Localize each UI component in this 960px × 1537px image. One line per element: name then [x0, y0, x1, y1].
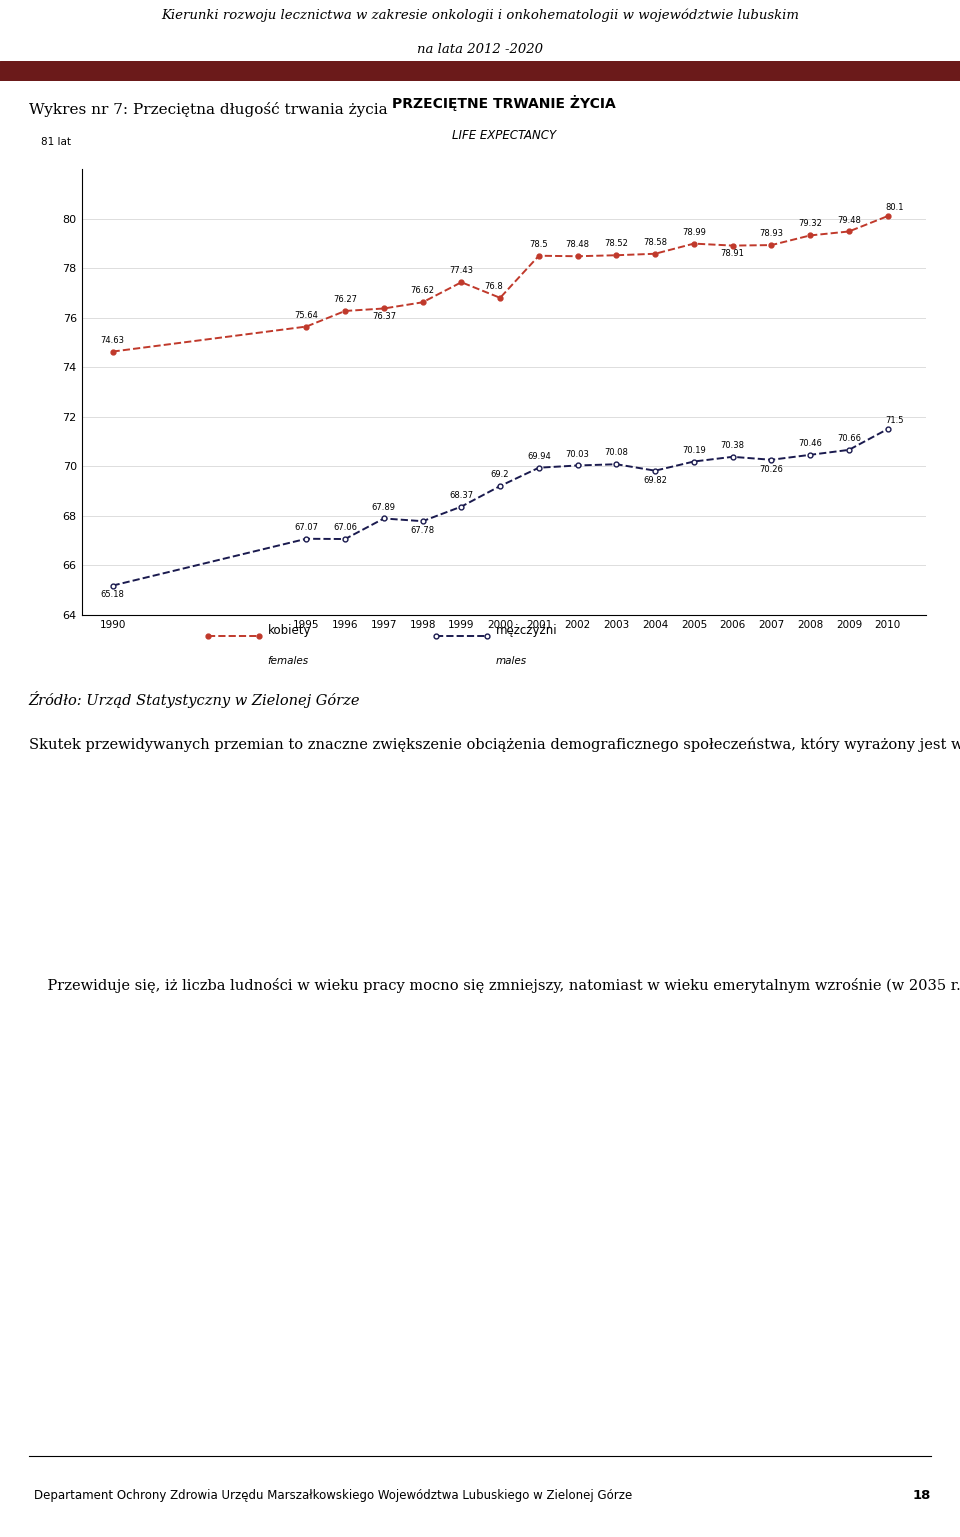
Text: 76.37: 76.37	[372, 312, 396, 321]
Text: 76.27: 76.27	[333, 295, 357, 304]
Text: females: females	[268, 656, 308, 666]
Text: 70.08: 70.08	[605, 449, 628, 458]
Text: 70.46: 70.46	[798, 440, 822, 447]
Text: 67.06: 67.06	[333, 523, 357, 532]
Text: 71.5: 71.5	[885, 417, 904, 424]
Text: 77.43: 77.43	[449, 266, 473, 275]
Text: Wykres nr 7: Przeciętna długość trwania życia: Wykres nr 7: Przeciętna długość trwania …	[29, 103, 388, 117]
Text: 70.26: 70.26	[759, 464, 783, 473]
Text: 78.48: 78.48	[565, 240, 589, 249]
Text: Kierunki rozwoju lecznictwa w zakresie onkologii i onkohematologii w województwi: Kierunki rozwoju lecznictwa w zakresie o…	[161, 9, 799, 22]
Text: 80.1: 80.1	[885, 203, 904, 212]
Text: 67.78: 67.78	[411, 526, 435, 535]
Text: males: males	[495, 656, 527, 666]
Text: 78.91: 78.91	[721, 249, 745, 258]
Text: 68.37: 68.37	[449, 490, 473, 500]
Text: 78.99: 78.99	[682, 227, 706, 237]
Text: mężczyźni: mężczyźni	[495, 624, 557, 636]
Text: 69.2: 69.2	[491, 470, 510, 480]
Text: na lata 2012 -2020: na lata 2012 -2020	[417, 43, 543, 55]
Text: 67.89: 67.89	[372, 503, 396, 512]
Text: 70.19: 70.19	[682, 446, 706, 455]
Text: 67.07: 67.07	[295, 523, 319, 532]
Text: 78.5: 78.5	[530, 240, 548, 249]
Text: 70.66: 70.66	[837, 433, 861, 443]
Text: Źródło: Urząd Statystyczny w Zielonej Górze: Źródło: Urząd Statystyczny w Zielonej Gó…	[29, 690, 360, 709]
Text: 69.94: 69.94	[527, 452, 551, 461]
Text: 79.48: 79.48	[837, 215, 861, 224]
Text: 81 lat: 81 lat	[41, 137, 71, 148]
Text: 78.58: 78.58	[643, 238, 667, 247]
Text: Skutek przewidywanych przemian to znaczne zwiększenie obciążenia demograficznego: Skutek przewidywanych przemian to znaczn…	[29, 738, 960, 752]
Text: 76.8: 76.8	[484, 281, 502, 290]
Text: 78.93: 78.93	[759, 229, 783, 238]
Text: 76.62: 76.62	[411, 286, 435, 295]
Text: 18: 18	[913, 1489, 931, 1502]
Text: kobiety: kobiety	[268, 624, 311, 636]
Text: LIFE EXPECTANCY: LIFE EXPECTANCY	[452, 129, 556, 143]
Text: 65.18: 65.18	[101, 590, 125, 599]
Text: 78.52: 78.52	[605, 240, 628, 249]
Text: PRZECIĘTNE TRWANIE ŻYCIA: PRZECIĘTNE TRWANIE ŻYCIA	[392, 95, 616, 111]
Text: Przewiduje się, iż liczba ludności w wieku pracy mocno się zmniejszy, natomiast : Przewiduje się, iż liczba ludności w wie…	[29, 978, 960, 993]
Text: 70.38: 70.38	[721, 441, 745, 450]
Text: 75.64: 75.64	[295, 310, 319, 320]
Text: 70.03: 70.03	[565, 449, 589, 458]
Text: 79.32: 79.32	[798, 220, 822, 229]
Text: 74.63: 74.63	[101, 335, 125, 344]
Text: 69.82: 69.82	[643, 475, 667, 484]
Text: Departament Ochrony Zdrowia Urzędu Marszałkowskiego Województwa Lubuskiego w Zie: Departament Ochrony Zdrowia Urzędu Marsz…	[34, 1489, 632, 1502]
